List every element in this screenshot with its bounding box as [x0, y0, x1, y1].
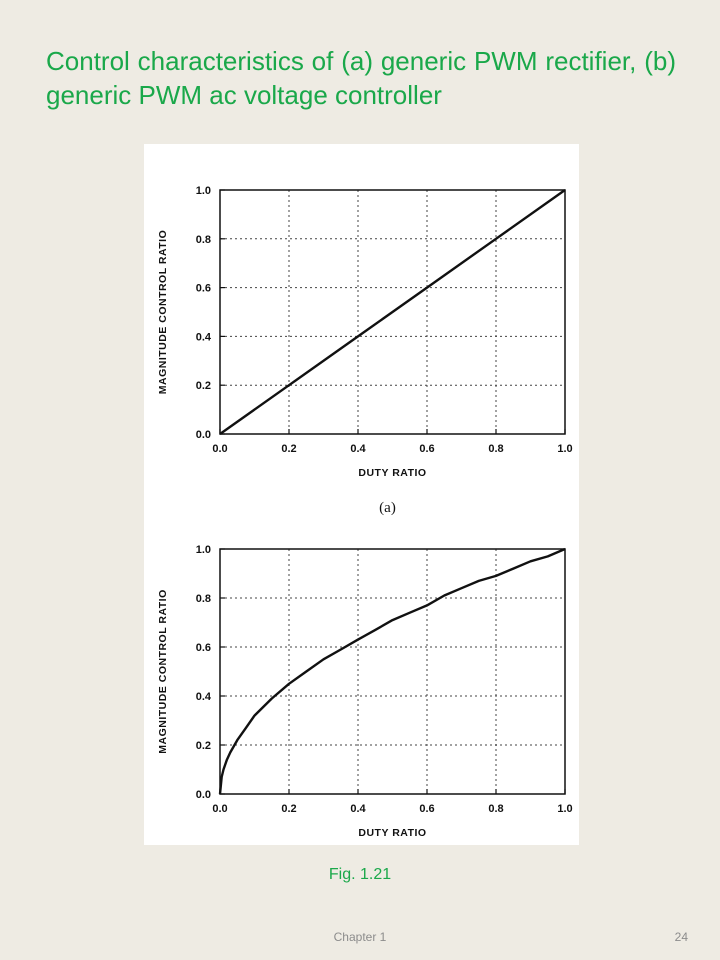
chart-b-ytick-label: 1.0 — [196, 544, 211, 556]
chart-b-xaxis-label: DUTY RATIO — [358, 827, 426, 839]
chart-a-yaxis-label: MAGNITUDE CONTROL RATIO — [157, 230, 169, 395]
chart-a-ytick-label: 0.6 — [196, 283, 211, 295]
slide-title: Control characteristics of (a) generic P… — [46, 46, 676, 110]
chart-b-plot-frame — [219, 548, 566, 795]
chart-b-yaxis-label: MAGNITUDE CONTROL RATIO — [157, 589, 169, 754]
chart-a-xtick-label: 1.0 — [557, 443, 572, 455]
chart-a-plot-frame — [219, 189, 566, 435]
chart-b-xtick-label: 0.6 — [419, 803, 434, 815]
chart-b-ytick-label: 0.8 — [196, 593, 211, 605]
chart-a-ytick-label: 1.0 — [196, 185, 211, 197]
footer-page-number: 24 — [674, 930, 688, 944]
chart-a-xtick-label: 0.8 — [488, 443, 503, 455]
chart-a-xtick-label: 0.2 — [281, 443, 296, 455]
chart-a-xaxis-label: DUTY RATIO — [358, 467, 426, 479]
chart-a-ytick-label: 0.2 — [196, 380, 211, 392]
chart-a-sublabel: (a) — [379, 500, 396, 516]
chart-a-xtick-label: 0.0 — [212, 443, 227, 455]
chart-b-xtick-label: 1.0 — [557, 803, 572, 815]
charts-svg: 0.0 0.2 0.4 0.6 0.8 1.0 0.0 0.2 0.4 0.6 0.8 1.0 DUTY… — [157, 185, 573, 839]
chart-a-ytick-label: 0.8 — [196, 234, 211, 246]
chart-b-xtick-label: 0.0 — [212, 803, 227, 815]
chart-a-ytick-label: 0.4 — [196, 331, 212, 343]
chart-a-series-line — [219, 189, 566, 435]
chart-a-xtick-label: 0.4 — [350, 443, 366, 455]
chart-b-ytick-label: 0.2 — [196, 740, 211, 752]
chart-a-ytick-label: 0.0 — [196, 429, 211, 441]
chart-b-ytick-label: 0.0 — [196, 789, 211, 801]
chart-b-xtick-label: 0.4 — [350, 803, 366, 815]
chart-b-xtick-label: 0.2 — [281, 803, 296, 815]
footer-chapter: Chapter 1 — [333, 930, 387, 944]
chart-b-series-line — [218, 547, 566, 795]
figure-caption: Fig. 1.21 — [328, 866, 392, 883]
figure-panel: 0.0 0.2 0.4 0.6 0.8 1.0 0.0 0.2 0.4 0.6 0.8 1.0 DUTY… — [144, 144, 579, 845]
chart-b-xtick-label: 0.8 — [488, 803, 503, 815]
chart-b-ytick-label: 0.6 — [196, 642, 211, 654]
chart-a-xtick-label: 0.6 — [419, 443, 434, 455]
chart-b-ytick-label: 0.4 — [196, 691, 212, 703]
